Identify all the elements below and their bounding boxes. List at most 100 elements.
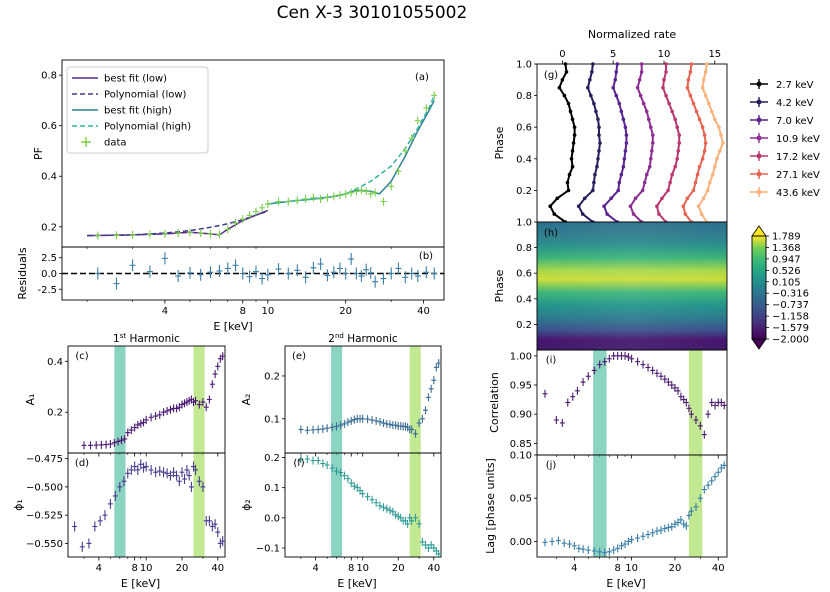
y-tick-label: 0.8 bbox=[41, 71, 57, 82]
colorbar-tick-label: −0.737 bbox=[772, 300, 809, 311]
y-tick-label: 0.05 bbox=[510, 494, 532, 505]
profile-point bbox=[615, 62, 620, 66]
x-tick-label: 4 bbox=[162, 306, 168, 317]
profile-point bbox=[703, 93, 708, 98]
profile-point bbox=[662, 78, 666, 82]
x-tick-label: 20 bbox=[669, 563, 682, 574]
x-tick-label: 8 bbox=[614, 563, 620, 574]
profile-point bbox=[700, 125, 705, 129]
y-axis-label: Residuals bbox=[16, 247, 29, 299]
profile-point bbox=[688, 93, 693, 98]
profile-point bbox=[709, 109, 714, 114]
y-axis-label: Phase bbox=[493, 269, 506, 302]
panel-label: (e) bbox=[292, 351, 306, 362]
colorbar-gradient bbox=[752, 236, 766, 339]
energy-band bbox=[593, 350, 607, 455]
profile-point bbox=[571, 141, 576, 145]
axes-frame bbox=[536, 63, 728, 223]
panel-e-second-harmonic-amplitude: 0.1 0.2 (e) A₂ 2nd Harmonic bbox=[240, 332, 442, 457]
profile-point bbox=[605, 212, 609, 216]
colorbar-tick-label: 0.526 bbox=[772, 266, 801, 277]
profile-point bbox=[718, 149, 722, 153]
profile-point bbox=[717, 125, 721, 129]
y-tick-label: 2.5 bbox=[41, 253, 57, 264]
legend-entry: 7.0 keV bbox=[776, 116, 814, 127]
colorbar-tick-label: −1.158 bbox=[772, 312, 809, 323]
y-tick-label: 1.00 bbox=[510, 351, 532, 362]
legend-entry: 4.2 keV bbox=[776, 98, 814, 109]
profile-point bbox=[661, 85, 665, 90]
colorbar-frame bbox=[751, 235, 767, 340]
panel-label: (b) bbox=[419, 251, 433, 262]
colorbar-tick-label: −0.316 bbox=[772, 289, 809, 300]
colorbar-tick-label: −2.000 bbox=[772, 335, 809, 346]
y-tick-label: 0.4 bbox=[41, 172, 57, 183]
profile-point bbox=[628, 204, 633, 208]
profile-point bbox=[644, 172, 649, 177]
harmonic-title: 1st Harmonic bbox=[113, 332, 180, 345]
y-tick-label: 0.6 bbox=[516, 123, 532, 134]
profile-point bbox=[592, 180, 596, 185]
pf-legend: best fit (low) Polynomial (low) best fit (… bbox=[66, 66, 209, 154]
profile-point bbox=[555, 196, 560, 201]
colorbar-tick-label: 0.947 bbox=[772, 254, 801, 265]
profile-point bbox=[664, 93, 668, 98]
profile-point bbox=[701, 78, 706, 82]
profile-point bbox=[666, 188, 670, 193]
panel-label: (i) bbox=[546, 355, 557, 366]
profile-point bbox=[580, 212, 585, 216]
profile-point bbox=[590, 70, 594, 74]
energy-band bbox=[114, 453, 126, 557]
x-tick-label: 10 bbox=[261, 306, 274, 317]
profile-point bbox=[576, 204, 581, 208]
profile-point bbox=[614, 93, 619, 98]
profile-point bbox=[567, 172, 572, 177]
legend-entry: 10.9 keV bbox=[776, 134, 820, 145]
colorbar-tick-label: 1.368 bbox=[772, 243, 801, 254]
profile-point bbox=[597, 125, 601, 129]
profile-point bbox=[621, 117, 626, 122]
profile-point bbox=[557, 85, 562, 90]
profile-point bbox=[701, 196, 706, 201]
energy-band bbox=[193, 346, 205, 453]
x-tick-label: 0 bbox=[559, 49, 565, 60]
profile-point bbox=[719, 133, 723, 137]
y-tick-label: 0.6 bbox=[516, 269, 532, 280]
y-axis-label: Correlation bbox=[488, 372, 501, 433]
y-axis-label: A₂ bbox=[240, 394, 253, 406]
profile-curve bbox=[602, 63, 628, 223]
x-axis-label: E [keV] bbox=[337, 577, 376, 590]
profile-point bbox=[673, 117, 677, 122]
profile-point bbox=[594, 109, 598, 114]
energy-band bbox=[409, 346, 421, 453]
profile-point bbox=[677, 141, 682, 145]
y-tick-label: 0.90 bbox=[510, 410, 532, 421]
profile-point bbox=[570, 164, 575, 169]
colorbar-tick-label: 1.789 bbox=[772, 232, 801, 243]
pf-curve-best-fit-high- bbox=[267, 100, 435, 205]
profile-point bbox=[568, 109, 573, 114]
colorbar-tick-label: 0.105 bbox=[772, 277, 801, 288]
legend-entry: 17.2 keV bbox=[776, 152, 820, 163]
profile-point bbox=[611, 85, 616, 90]
profile-point bbox=[562, 93, 567, 98]
profile-point bbox=[691, 101, 696, 106]
panel-d-first-harmonic-phase: −0.475 −0.500 −0.525 −0.550 4 8 10 20 40 (d) ϕ₁ E [… bbox=[12, 452, 226, 590]
y-axis-label: ϕ₂ bbox=[240, 499, 253, 511]
profile-point bbox=[670, 172, 674, 177]
y-tick-label: 0.10 bbox=[510, 451, 532, 462]
y-axis-label: A₁ bbox=[24, 394, 37, 406]
profile-point bbox=[619, 172, 624, 177]
x-tick-label: 40 bbox=[712, 563, 725, 574]
y-tick-label: -2.5 bbox=[37, 285, 57, 296]
energy-band bbox=[114, 346, 126, 453]
profile-point bbox=[695, 172, 700, 177]
y-tick-label: 0.2 bbox=[47, 408, 63, 419]
y-tick-label: 0.4 bbox=[47, 357, 63, 368]
colorbar-extend-top bbox=[751, 225, 767, 237]
profile-point bbox=[622, 157, 627, 161]
y-tick-label: 0.8 bbox=[516, 243, 532, 254]
profile-point bbox=[702, 133, 707, 137]
profile-point bbox=[650, 149, 654, 153]
